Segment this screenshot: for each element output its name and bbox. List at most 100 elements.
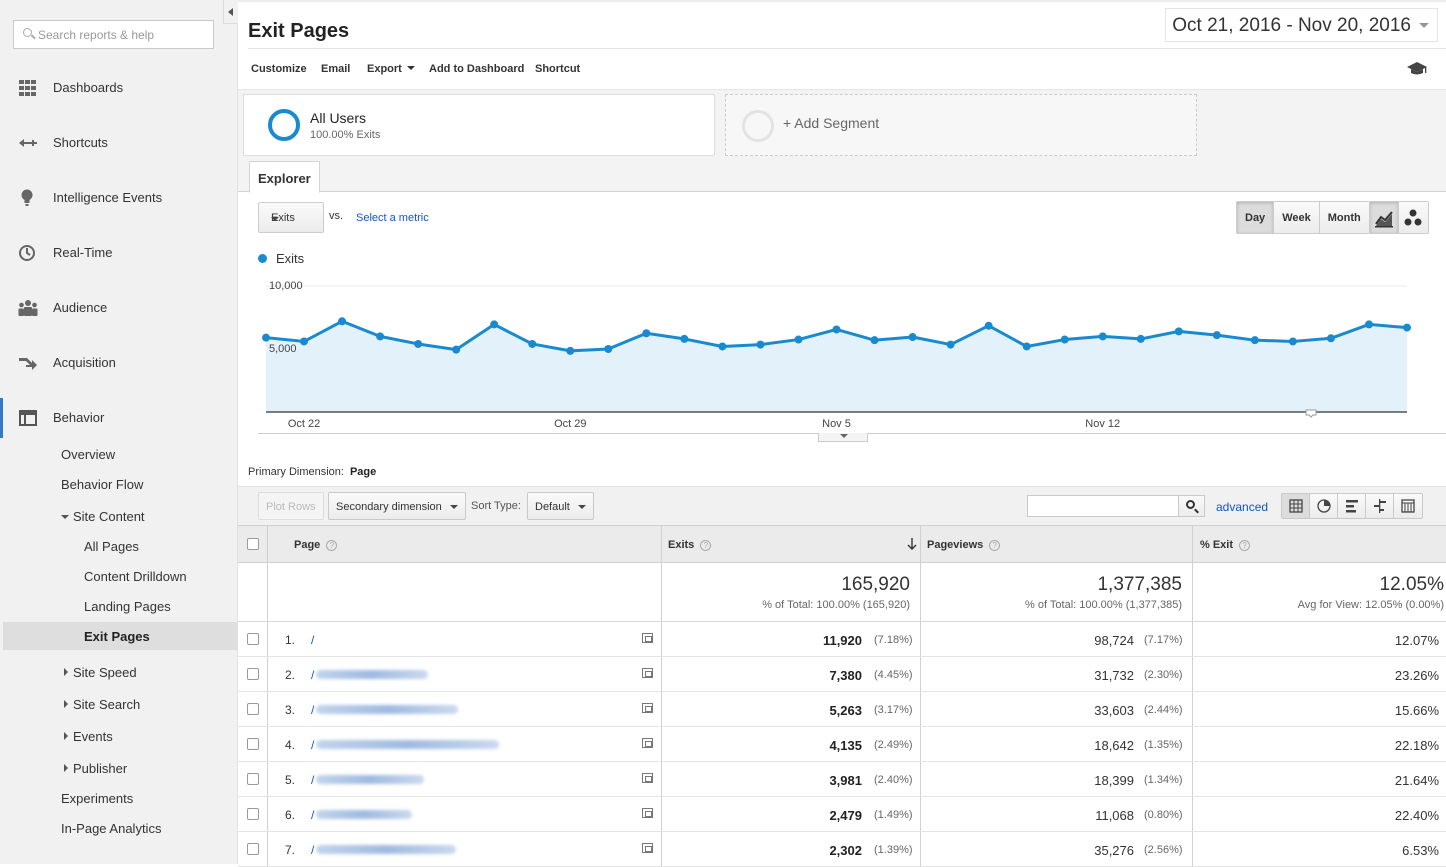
- tab-explorer[interactable]: Explorer: [249, 161, 320, 193]
- data-point[interactable]: [756, 340, 765, 349]
- primary-dimension-page[interactable]: Page: [349, 466, 377, 478]
- nav-content-drilldown[interactable]: Content Drilldown: [84, 569, 187, 584]
- sidebar-collapse-button[interactable]: [223, 0, 238, 24]
- data-point[interactable]: [528, 339, 537, 348]
- pivot-view-button[interactable]: [1394, 494, 1422, 518]
- data-point[interactable]: [794, 335, 803, 344]
- select-all-checkbox[interactable]: [247, 538, 259, 550]
- data-point[interactable]: [1136, 334, 1145, 343]
- customize-button[interactable]: Customize: [251, 63, 307, 75]
- nav-intelligence-events[interactable]: Intelligence Events: [0, 178, 237, 218]
- annotation-marker-icon[interactable]: [1305, 409, 1317, 418]
- row-checkbox[interactable]: [247, 808, 259, 820]
- data-point[interactable]: [604, 345, 613, 353]
- data-point[interactable]: [718, 342, 727, 351]
- open-page-external-icon[interactable]: [642, 843, 653, 853]
- data-point[interactable]: [870, 336, 879, 345]
- open-page-external-icon[interactable]: [642, 738, 653, 748]
- nav-site-search[interactable]: Site Search: [64, 697, 140, 712]
- data-point[interactable]: [1060, 335, 1069, 344]
- motion-chart-button[interactable]: [1399, 202, 1428, 233]
- col-pageviews-header[interactable]: Pageviews?: [927, 526, 1001, 563]
- table-row[interactable]: 1. / 11,920 (7.18%) 98,724 (7.17%) 12.07%: [238, 622, 1446, 657]
- data-point[interactable]: [1364, 320, 1373, 329]
- data-point[interactable]: [490, 320, 499, 329]
- nav-all-pages[interactable]: All Pages: [84, 539, 139, 554]
- nav-publisher[interactable]: Publisher: [64, 761, 127, 776]
- period-day-button[interactable]: Day: [1237, 202, 1275, 233]
- add-segment-button[interactable]: + Add Segment: [725, 94, 1197, 156]
- help-icon[interactable]: ?: [1239, 540, 1251, 551]
- data-point[interactable]: [984, 321, 993, 330]
- data-point[interactable]: [1288, 337, 1297, 346]
- add-to-dashboard-button[interactable]: Add to Dashboard: [429, 63, 525, 75]
- search-box[interactable]: [13, 20, 214, 49]
- nav-events[interactable]: Events: [64, 729, 113, 744]
- period-week-button[interactable]: Week: [1274, 202, 1320, 233]
- data-point[interactable]: [1212, 331, 1221, 340]
- page-link[interactable]: /: [311, 738, 315, 752]
- percentage-view-button[interactable]: [1310, 494, 1338, 518]
- select-metric-link[interactable]: Select a metric: [356, 212, 429, 224]
- data-point[interactable]: [832, 325, 841, 334]
- page-link[interactable]: /: [311, 633, 315, 647]
- nav-behavior[interactable]: Behavior: [0, 398, 237, 438]
- comparison-view-button[interactable]: [1366, 494, 1394, 518]
- data-point[interactable]: [300, 337, 309, 346]
- open-page-external-icon[interactable]: [642, 668, 653, 678]
- table-row[interactable]: 7. / 2,302 (1.39%) 35,276 (2.56%) 6.53%: [238, 832, 1446, 867]
- data-view-button[interactable]: [1282, 494, 1310, 518]
- data-point[interactable]: [566, 346, 575, 355]
- nav-shortcuts[interactable]: Shortcuts: [0, 123, 237, 163]
- data-point[interactable]: [680, 334, 689, 343]
- data-point[interactable]: [908, 333, 917, 342]
- col-page-header[interactable]: Page?: [294, 526, 338, 563]
- segment-all-users[interactable]: All Users 100.00% Exits: [243, 94, 715, 156]
- nav-dashboards[interactable]: Dashboards: [0, 68, 237, 108]
- export-button[interactable]: Export: [367, 63, 415, 75]
- sort-type-dropdown[interactable]: Default: [527, 492, 594, 520]
- row-checkbox[interactable]: [247, 773, 259, 785]
- nav-in-page-analytics[interactable]: In-Page Analytics: [61, 821, 162, 836]
- performance-view-button[interactable]: [1338, 494, 1366, 518]
- data-point[interactable]: [414, 339, 423, 348]
- nav-acquisition[interactable]: Acquisition: [0, 343, 237, 383]
- open-page-external-icon[interactable]: [642, 773, 653, 783]
- table-row[interactable]: 3. / 5,263 (3.17%) 33,603 (2.44%) 15.66%: [238, 692, 1446, 727]
- data-point[interactable]: [1403, 323, 1411, 332]
- chart-resize-handle[interactable]: [818, 433, 868, 442]
- nav-site-content[interactable]: Site Content: [61, 509, 145, 524]
- plot-rows-button[interactable]: Plot Rows: [258, 492, 324, 520]
- data-point[interactable]: [642, 329, 651, 338]
- row-checkbox[interactable]: [247, 843, 259, 855]
- data-point[interactable]: [1174, 327, 1183, 336]
- nav-overview[interactable]: Overview: [61, 447, 116, 462]
- table-row[interactable]: 5. / 3,981 (2.40%) 18,399 (1.34%) 21.64%: [238, 762, 1446, 797]
- nav-real-time[interactable]: Real-Time: [0, 233, 237, 273]
- help-icon[interactable]: ?: [326, 540, 338, 551]
- table-row[interactable]: 6. / 2,479 (1.49%) 11,068 (0.80%) 22.40%: [238, 797, 1446, 832]
- col-pct-exit-header[interactable]: % Exit?: [1200, 526, 1251, 563]
- table-row[interactable]: 2. / 7,380 (4.45%) 31,732 (2.30%) 23.26%: [238, 657, 1446, 692]
- nav-exit-pages-highlight[interactable]: Exit Pages: [3, 622, 237, 650]
- page-link[interactable]: /: [311, 773, 315, 787]
- nav-site-speed[interactable]: Site Speed: [64, 665, 137, 680]
- data-point[interactable]: [946, 340, 955, 349]
- page-link[interactable]: /: [311, 843, 315, 857]
- open-page-external-icon[interactable]: [642, 703, 653, 713]
- table-row[interactable]: 4. / 4,135 (2.49%) 18,642 (1.35%) 22.18%: [238, 727, 1446, 762]
- help-icon[interactable]: ?: [700, 540, 712, 551]
- col-exits-header[interactable]: Exits?: [668, 526, 918, 563]
- page-link[interactable]: /: [311, 703, 315, 717]
- data-point[interactable]: [262, 333, 270, 342]
- table-filter-input[interactable]: [1027, 495, 1179, 517]
- nav-behavior-flow[interactable]: Behavior Flow: [61, 477, 144, 492]
- open-page-external-icon[interactable]: [642, 633, 653, 643]
- data-point[interactable]: [338, 317, 347, 326]
- search-input[interactable]: [38, 26, 208, 44]
- nav-audience[interactable]: Audience: [0, 288, 237, 328]
- row-checkbox[interactable]: [247, 668, 259, 680]
- data-point[interactable]: [1250, 336, 1259, 345]
- row-checkbox[interactable]: [247, 703, 259, 715]
- row-checkbox[interactable]: [247, 633, 259, 645]
